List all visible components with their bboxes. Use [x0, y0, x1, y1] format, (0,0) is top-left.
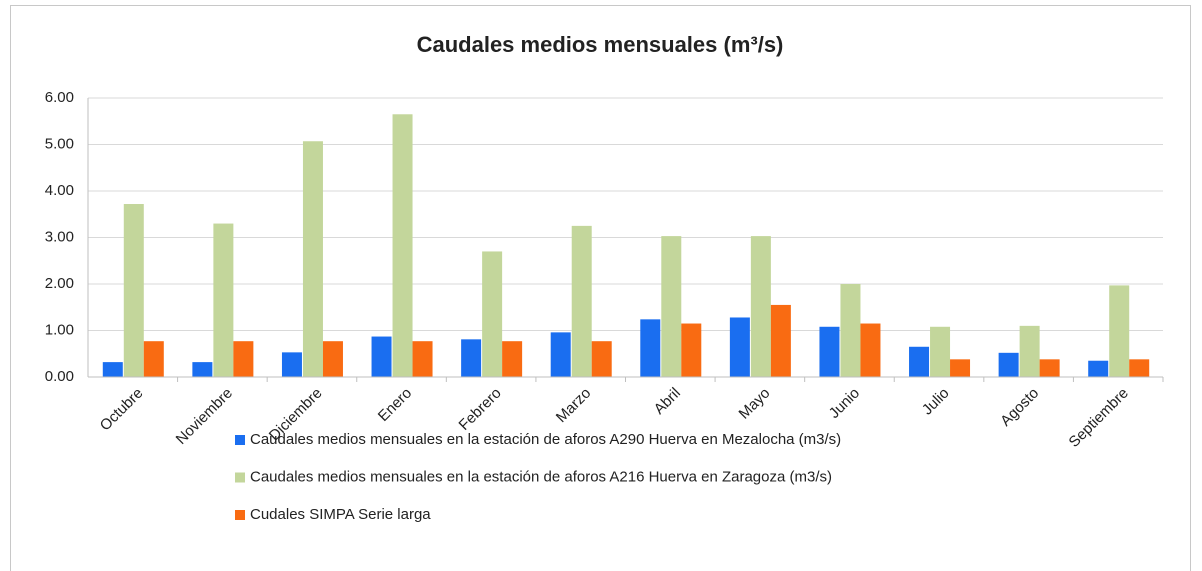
- legend-swatch: [235, 435, 245, 445]
- chart-frame: [10, 5, 1191, 571]
- bar: [860, 323, 881, 377]
- legend-label: Caudales medios mensuales en la estación…: [250, 468, 832, 485]
- bar: [998, 352, 1019, 377]
- bar: [143, 341, 164, 377]
- bar: [371, 336, 392, 377]
- bar: [1129, 359, 1150, 377]
- y-tick-label: 0.00: [45, 368, 74, 385]
- bar: [302, 141, 323, 377]
- bar: [102, 362, 123, 377]
- bar: [571, 225, 592, 377]
- bar: [909, 346, 930, 377]
- y-tick-label: 2.00: [45, 275, 74, 292]
- y-tick-label: 1.00: [45, 321, 74, 338]
- bar: [392, 114, 413, 378]
- y-tick-label: 5.00: [45, 135, 74, 152]
- bar: [412, 341, 433, 377]
- bar: [840, 284, 861, 377]
- bar: [661, 236, 682, 377]
- bar: [1019, 325, 1040, 377]
- bar: [591, 341, 612, 377]
- bar: [640, 319, 661, 377]
- legend-swatch: [235, 510, 245, 520]
- bar: [930, 326, 951, 377]
- bar: [192, 362, 213, 377]
- bar: [819, 326, 840, 377]
- bar: [1088, 360, 1109, 377]
- y-tick-label: 6.00: [45, 89, 74, 106]
- bar: [770, 304, 791, 377]
- bar: [550, 332, 571, 377]
- bar: [1109, 285, 1130, 377]
- bar: [233, 341, 254, 377]
- bar: [281, 352, 302, 377]
- bar: [750, 236, 771, 377]
- bar: [482, 251, 503, 377]
- bar: [213, 223, 234, 377]
- bar: [322, 341, 343, 377]
- y-tick-label: 4.00: [45, 182, 74, 199]
- bar: [123, 204, 144, 377]
- legend-label: Cudales SIMPA Serie larga: [250, 506, 431, 523]
- y-tick-label: 3.00: [45, 228, 74, 245]
- chart-title: Caudales medios mensuales (m³/s): [417, 32, 784, 57]
- legend-swatch: [235, 472, 245, 483]
- bar: [1039, 359, 1060, 377]
- bar: [502, 341, 523, 377]
- bar: [950, 359, 971, 377]
- bar: [461, 339, 482, 377]
- bar: [729, 317, 750, 377]
- legend-label: Caudales medios mensuales en la estación…: [250, 431, 841, 448]
- bar: [681, 323, 702, 377]
